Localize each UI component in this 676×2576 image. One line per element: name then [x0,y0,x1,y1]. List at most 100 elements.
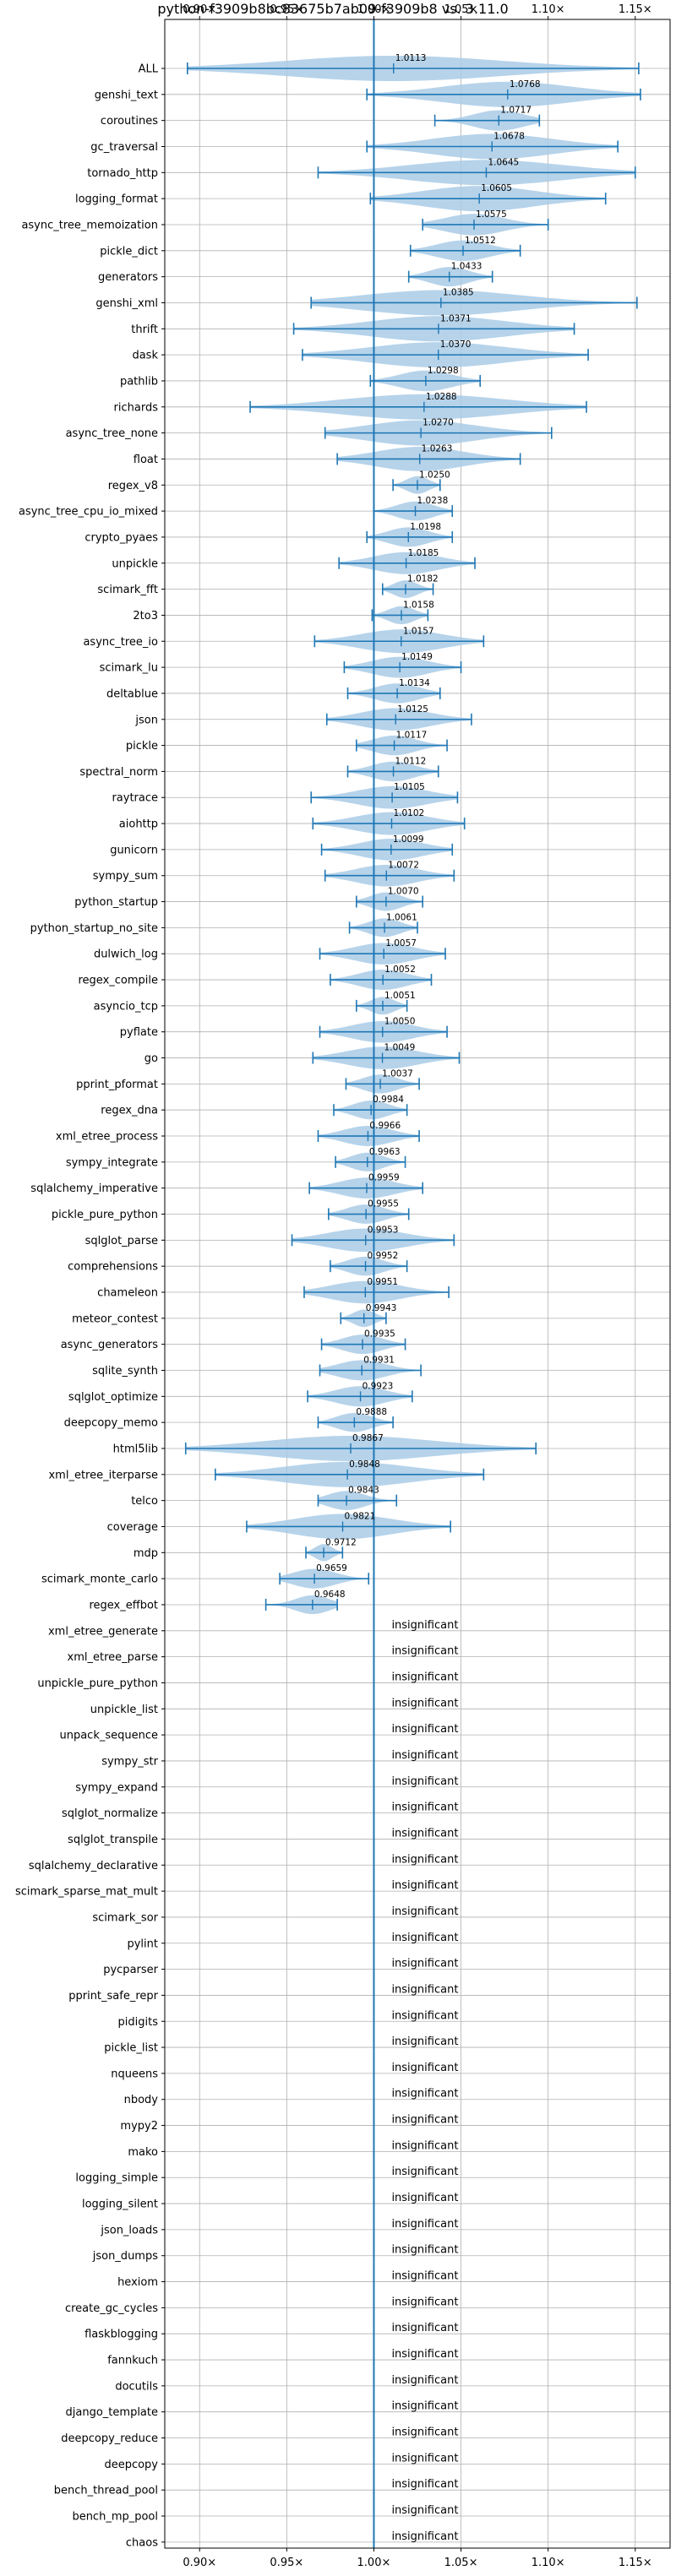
benchmark-label: sympy_expand [75,1781,158,1794]
mean-value-label: 0.9867 [352,1433,384,1443]
insignificant-label: insignificant [391,2270,458,2283]
benchmark-label: pickle_list [104,2042,158,2055]
mean-value-label: 1.0433 [451,262,482,272]
insignificant-label: insignificant [391,2504,458,2517]
mean-value-label: 1.0052 [384,965,416,975]
mean-value-label: 0.9963 [369,1147,401,1157]
insignificant-label: insignificant [391,2296,458,2308]
mean-value-label: 1.0049 [384,1043,416,1053]
mean-value-label: 0.9648 [314,1590,346,1600]
benchmark-label: mako [128,2146,158,2159]
x-tick-label-bottom: 0.95× [270,2557,303,2569]
benchmark-label: comprehensions [68,1261,158,1274]
mean-value-label: 1.0061 [386,912,417,922]
insignificant-label: insignificant [391,2374,458,2387]
benchmark-label: pidigits [118,2016,159,2029]
benchmark-label: scimark_monte_carlo [41,1573,158,1586]
mean-value-label: 1.0112 [395,756,427,766]
benchmark-label: dulwich_log [94,948,158,961]
benchmark-label: hexiom [117,2276,158,2289]
mean-value-label: 0.9659 [316,1563,347,1573]
insignificant-label: insignificant [391,2114,458,2127]
benchmark-label: async_tree_memoization [21,219,158,231]
mean-value-label: 1.0370 [440,340,472,350]
mean-value-label: 1.0057 [385,938,417,948]
insignificant-label: insignificant [391,1879,458,1892]
mean-value-label: 0.9984 [373,1095,404,1105]
mean-value-label: 1.0105 [394,782,425,792]
mean-value-label: 1.0157 [403,626,434,636]
benchmark-label: logging_simple [75,2172,158,2185]
insignificant-label: insignificant [391,2400,458,2413]
benchmark-label: deepcopy_memo [64,1417,158,1430]
benchmark-label: django_template [66,2406,158,2419]
x-tick-label-top: 1.00× [357,3,391,16]
mean-value-label: 1.0198 [410,522,441,532]
benchmark-label: pickle_dict [100,245,158,258]
benchmark-label: deepcopy_reduce [61,2432,158,2445]
benchmark-label: mdp [134,1547,158,1560]
mean-value-label: 1.0113 [395,53,427,63]
x-tick-label-top: 1.05× [444,3,478,16]
benchmark-label: pycparser [103,1964,158,1976]
benchmark-label: pyflate [120,1026,158,1039]
benchmark-label: crypto_pyaes [84,531,158,544]
benchmark-label: sqlalchemy_imperative [30,1182,158,1195]
insignificant-label: insignificant [391,2009,458,2022]
mean-value-label: 1.0149 [401,652,433,662]
insignificant-label: insignificant [391,2322,458,2334]
insignificant-label: insignificant [391,2427,458,2439]
benchmark-label: logging_silent [82,2198,158,2211]
mean-value-label: 1.0645 [488,157,519,167]
violin-layer [184,19,641,2548]
benchmark-label: sqlglot_transpile [68,1834,158,1846]
mean-value-label: 1.0125 [397,704,428,715]
mean-value-label: 1.0185 [408,548,439,558]
benchmark-label: async_tree_none [66,427,158,440]
benchmark-label: pathlib [120,375,158,388]
benchmark-label: xml_etree_process [56,1131,158,1144]
benchmark-label: fannkuch [107,2355,158,2367]
insignificant-label: insignificant [391,2218,458,2231]
insignificant-label: insignificant [391,2166,458,2178]
x-tick-label-bottom: 0.90× [183,2557,216,2569]
mean-value-label: 0.9959 [368,1173,400,1183]
benchmark-label: unpickle_list [90,1704,158,1716]
insignificant-label: insignificant [391,2062,458,2074]
benchmark-label: sqlite_synth [92,1365,158,1378]
insignificant-label: insignificant [391,1905,458,1918]
benchmark-label: regex_compile [78,975,158,987]
mean-value-label: 0.9848 [349,1459,380,1470]
mean-value-label: 0.9935 [364,1329,395,1340]
mean-value-label: 0.9951 [367,1277,398,1287]
mean-value-label: 1.0099 [393,834,424,845]
benchmark-label: unpack_sequence [59,1730,158,1742]
benchmark-label: python_startup [74,896,158,909]
benchmark-label: regex_effbot [89,1599,158,1611]
x-tick-label-top: 1.10× [532,3,565,16]
benchmark-label: nqueens [111,2068,158,2080]
mean-value-label: 1.0263 [422,443,453,454]
benchmark-label: scimark_fft [97,584,158,596]
mean-value-label: 0.9923 [363,1381,394,1391]
benchmark-label: pprint_safe_repr [68,1990,158,2003]
benchmark-label: float [134,454,158,466]
mean-value-label: 1.0385 [443,287,474,297]
mean-value-label: 1.0037 [382,1068,413,1079]
mean-value-label: 0.9952 [368,1251,399,1261]
benchmark-label: coroutines [101,115,158,128]
insignificant-label: insignificant [391,1723,458,1736]
mean-value-label: 1.0050 [384,1017,416,1027]
mean-value-label: 1.0070 [388,887,419,897]
insignificant-label: insignificant [391,1802,458,1814]
mean-value-label: 1.0678 [493,131,525,141]
benchmark-label: spectral_norm [79,766,158,779]
benchmark-label: xml_etree_iterparse [48,1469,158,1481]
insignificant-label: insignificant [391,1749,458,1762]
mean-value-label: 1.0768 [510,79,541,90]
benchmark-label: sympy_str [101,1755,158,1768]
mean-value-label: 1.0512 [465,236,496,246]
insignificant-label: insignificant [391,2192,458,2204]
benchmark-label: go [144,1052,158,1065]
insignificant-label: insignificant [391,1697,458,1709]
